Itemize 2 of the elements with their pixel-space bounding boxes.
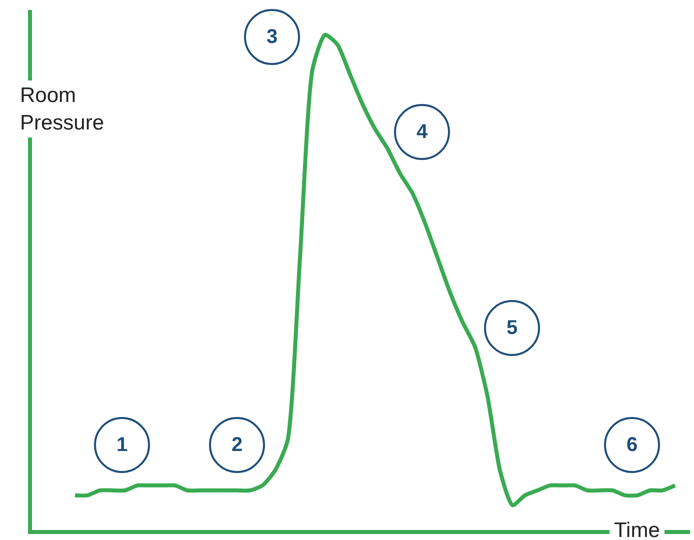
y-axis-title: Room Pressure	[20, 84, 104, 134]
x-axis-title: Time	[614, 519, 660, 540]
